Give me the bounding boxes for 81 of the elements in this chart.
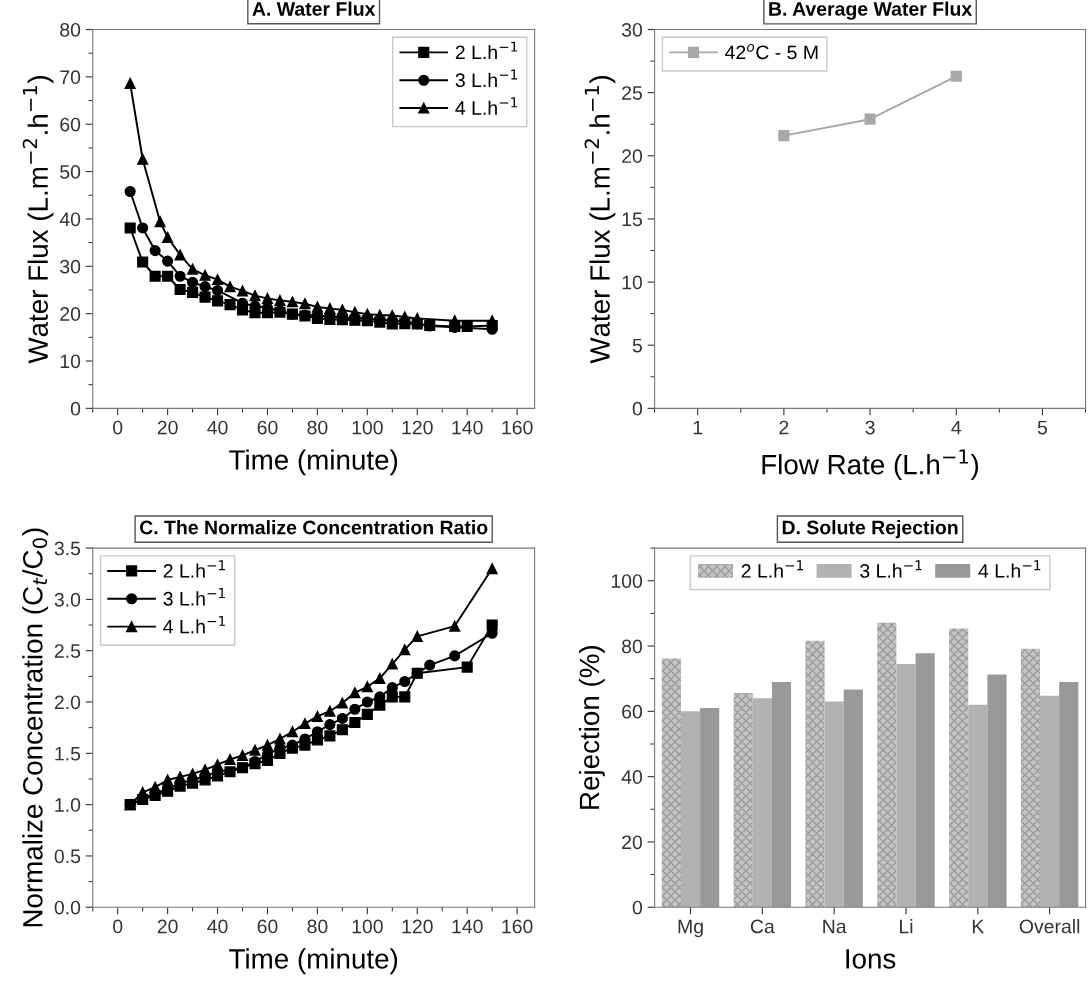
y-tick-label: 30: [621, 22, 643, 37]
y-tick-label: 3.5: [54, 541, 81, 556]
y-axis-title: Normalize Concentration (C$_{t}$/C$_{0}$): [22, 528, 49, 927]
y-axis-title: Water Flux (L.m$^{−2}$.h$^{−1}$): [22, 76, 54, 364]
x-tick-label: 0: [113, 420, 123, 435]
chart-title: A. Water Flux: [252, 1, 376, 16]
y-tick-label: 0: [632, 401, 643, 416]
x-axis-title: Time (minute): [229, 449, 398, 476]
x-tick-label: Ca: [750, 919, 775, 934]
x-tick-label: 100: [352, 919, 383, 934]
x-tick-label: 40: [207, 420, 228, 435]
x-tick-label: K: [972, 919, 985, 934]
legend-label: 42$^{o}$C - 5 M: [725, 44, 818, 60]
y-tick-label: 60: [60, 117, 81, 132]
y-tick-label: 20: [622, 149, 643, 164]
y-tick-label: 60: [622, 704, 643, 719]
x-tick-label: Mg: [678, 919, 703, 938]
y-tick-label: 10: [60, 354, 81, 369]
legend-label: 2 L.h$^{−1}$: [455, 41, 518, 60]
y-tick-label: 80: [60, 22, 81, 37]
x-tick-label: 140: [452, 919, 483, 934]
legend-label: 3 L.h$^{−1}$: [455, 69, 518, 88]
x-tick-label: Na: [823, 919, 847, 934]
x-tick-label: 80: [307, 919, 328, 934]
y-tick-label: 80: [622, 639, 643, 654]
y-tick-label: 20: [60, 307, 81, 321]
y-tick-label: 0.5: [54, 849, 81, 864]
y-tick-label: 40: [621, 770, 643, 784]
y-tick-label: 70: [60, 70, 81, 85]
x-tick-label: 40: [207, 919, 228, 934]
legend-label: 2 L.h$^{−1}$: [741, 560, 804, 578]
y-tick-label: 3.0: [54, 592, 81, 607]
y-tick-label: 2.0: [54, 695, 81, 710]
x-axis-title: Flow Rate (L.h$^{−1}$): [762, 449, 979, 480]
y-tick-label: 0: [632, 900, 643, 915]
x-tick-label: 140: [452, 420, 483, 435]
chart-title: B. Average Water Flux: [769, 1, 973, 20]
x-tick-label: 4: [951, 420, 962, 435]
x-tick-label: 80: [307, 420, 328, 435]
legend-label: 4 L.h$^{−1}$: [455, 97, 518, 115]
y-tick-label: 20: [622, 835, 643, 850]
x-axis-title: Ions: [846, 949, 896, 969]
chart-title: C. The Normalize Concentration Ratio: [139, 520, 488, 535]
chart-title: D. Solute Rejection: [782, 520, 958, 539]
x-axis-title: Time (minute): [229, 948, 398, 975]
legend-label: 4 L.h$^{−1}$: [163, 615, 225, 634]
y-axis-title: Water Flux (L.m$^{−2}$.h$^{−1}$): [584, 76, 616, 364]
y-tick-label: 0: [70, 401, 81, 416]
y-tick-label: 1.5: [55, 746, 81, 761]
x-tick-label: 20: [157, 420, 178, 435]
x-tick-label: 5: [1037, 420, 1048, 435]
y-tick-label: 40: [59, 212, 81, 227]
y-tick-label: 1.0: [55, 798, 81, 812]
x-tick-label: 120: [402, 420, 433, 435]
y-tick-label: 5: [632, 338, 642, 353]
x-tick-label: 100: [352, 420, 383, 435]
x-tick-label: Overall: [1019, 919, 1080, 934]
x-tick-label: 60: [257, 919, 278, 934]
legend-label: 2 L.h$^{−1}$: [163, 560, 225, 578]
y-tick-label: 50: [60, 165, 81, 179]
x-tick-label: 2: [779, 420, 789, 435]
x-tick-label: 60: [257, 420, 278, 435]
y-tick-label: 0.0: [54, 900, 81, 915]
y-tick-label: 2.5: [54, 644, 81, 658]
x-tick-label: 0: [113, 919, 123, 934]
legend-label: 3 L.h$^{−1}$: [860, 560, 922, 578]
x-tick-label: 160: [502, 420, 533, 435]
y-tick-label: 15: [622, 212, 642, 227]
y-tick-label: 30: [60, 259, 81, 274]
y-tick-label: 25: [622, 86, 642, 100]
y-tick-label: 10: [622, 275, 643, 290]
legend-label: 3 L.h$^{−1}$: [163, 588, 225, 606]
x-tick-label: 1: [693, 420, 703, 435]
x-tick-label: 20: [157, 919, 178, 934]
y-tick-label: 100: [611, 574, 643, 588]
y-axis-title: Rejection (%): [578, 646, 605, 809]
legend-label: 4 L.h$^{−1}$: [978, 560, 1041, 578]
x-tick-label: 120: [402, 919, 433, 934]
x-tick-label: 160: [502, 919, 533, 934]
x-tick-label: Li: [900, 919, 913, 934]
x-tick-label: 3: [865, 420, 875, 435]
